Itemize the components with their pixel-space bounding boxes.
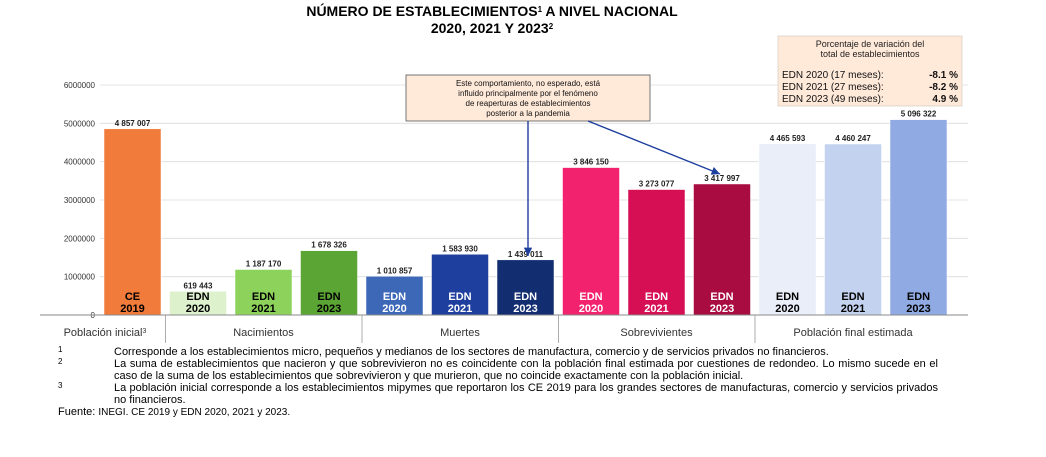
bar-category-label: EDN: [776, 291, 799, 303]
group-label: Nacimientos: [233, 327, 294, 339]
bar-year-label: 2020: [775, 303, 799, 315]
bar-value-label: 3 273 077: [639, 180, 675, 189]
bar-year-label: 2021: [644, 303, 668, 315]
bar-category-label: EDN: [383, 291, 406, 303]
pct-row-label-2021: EDN 2021 (27 meses):: [782, 82, 884, 93]
footnote-mark-3: 3: [58, 381, 63, 390]
footnote-1: 1 Corresponde a los establecimientos mic…: [58, 345, 938, 358]
pct-box-bg: [777, 35, 963, 107]
annotation-line-2: influido principalmente por el fenómeno: [458, 89, 598, 98]
bar: [365, 276, 424, 316]
footnote-text-1: Corresponde a los establecimientos micro…: [114, 346, 829, 358]
y-tick-label: 5000000: [64, 119, 96, 128]
bar-category-label: CE: [125, 291, 140, 303]
group-label: Muertes: [440, 327, 480, 339]
bar-category-label: EDN: [252, 291, 275, 303]
bar-year-label: 2019: [120, 303, 144, 315]
annotation-box: [405, 74, 651, 122]
bar-value-label: 1 439 011: [508, 250, 544, 259]
chart-title-line1: NÚMERO DE ESTABLECIMIENTOS1 A NIVEL NACI…: [306, 2, 678, 19]
bar: [693, 183, 751, 316]
bar-category-label: EDN: [186, 291, 209, 303]
bar-value-label: 4 460 247: [835, 134, 871, 143]
bar-year-label: 2023: [710, 303, 734, 315]
pct-box-title-1: Porcentaje de variación del: [816, 39, 925, 49]
group-label: Sobrevivientes: [620, 327, 693, 339]
bar-value-label: 5 096 322: [901, 110, 937, 119]
bar: [300, 250, 358, 316]
pct-variation-box: Porcentaje de variación del total de est…: [777, 35, 963, 107]
bar: [562, 167, 620, 316]
footnote-text-2: La suma de establecimientos que nacieron…: [114, 358, 938, 382]
bar-year-label: 2020: [579, 303, 603, 315]
pct-row-label-2023: EDN 2023 (49 meses):: [782, 94, 884, 105]
pct-row-value-2023: 4.9 %: [932, 94, 958, 105]
footnotes: 1 Corresponde a los establecimientos mic…: [58, 345, 938, 419]
bar-year-label: 2023: [513, 303, 537, 315]
footnote-mark-1: 1: [58, 345, 63, 354]
bar: [103, 128, 162, 316]
bar-value-label: 4 465 593: [770, 134, 806, 143]
footnote-text-3: La población inicial corresponde a los e…: [114, 382, 938, 406]
bar-category-label: EDN: [514, 291, 537, 303]
bar-year-label: 2020: [382, 303, 406, 315]
bar-value-label: 4 857 007: [115, 119, 151, 128]
pct-row-label-2020: EDN 2020 (17 meses):: [782, 70, 884, 81]
footnote-mark-2: 2: [58, 357, 63, 366]
annotation-callout: Este comportamiento, no esperado, está i…: [405, 74, 721, 256]
bar-category-label: EDN: [579, 291, 602, 303]
bar-value-label: 3 417 997: [704, 174, 740, 183]
pct-row-value-2021: -8.2 %: [929, 82, 958, 93]
bar-year-label: 2020: [186, 303, 210, 315]
pct-box-title-2: total de establecimientos: [820, 49, 920, 59]
y-tick-label: 2000000: [64, 234, 96, 243]
bar: [824, 143, 882, 316]
bar-year-label: 2023: [317, 303, 341, 315]
source-text: INEGI. CE 2019 y EDN 2020, 2021 y 2023.: [98, 407, 291, 418]
footnote-3: 3 La población inicial corresponde a los…: [58, 381, 938, 406]
bar-value-label: 1 010 857: [377, 266, 413, 275]
bar-category-label: EDN: [907, 291, 930, 303]
chart-title-line2: 2020, 2021 Y 20232: [431, 20, 554, 36]
bar-year-label: 2021: [251, 303, 275, 315]
bar-category-label: EDN: [710, 291, 733, 303]
annotation-line-4: posterior a la pandemia: [486, 109, 570, 118]
y-axis-ticks: 0100000020000003000000400000050000006000…: [64, 81, 96, 320]
bar-value-label: 1 678 326: [311, 241, 347, 250]
bar-value-label: 1 187 170: [246, 259, 282, 268]
bar-value-label: 619 443: [184, 281, 213, 290]
bar: [234, 269, 293, 316]
bar-year-label: 2021: [448, 303, 472, 315]
bar-category-label: EDN: [317, 291, 340, 303]
bar-category-label: EDN: [448, 291, 471, 303]
bar-category-label: EDN: [841, 291, 864, 303]
y-tick-label: 1000000: [64, 273, 96, 282]
bar: [889, 119, 948, 316]
bar-value-label: 1 583 930: [442, 244, 478, 253]
y-tick-label: 3000000: [64, 196, 96, 205]
pct-row-value-2020: -8.1 %: [929, 70, 958, 81]
footnote-2: 2 La suma de establecimientos que nacier…: [58, 357, 938, 382]
bar-value-label: 3 846 150: [573, 158, 609, 167]
group-labels: Población inicial3 Nacimientos Muertes Sobr…: [40, 314, 968, 343]
source-label: Fuente:: [58, 406, 99, 418]
annotation-arrow-sobrevivientes: [587, 120, 721, 175]
bar-year-label: 2021: [841, 303, 865, 315]
bar-category-label: EDN: [645, 291, 668, 303]
bar: [496, 259, 555, 316]
y-tick-label: 4000000: [64, 158, 96, 167]
annotation-line-3: de reaperturas de establecimientos: [466, 99, 591, 108]
bar: [431, 254, 489, 316]
source-line: Fuente: INEGI. CE 2019 y EDN 2020, 2021 …: [58, 406, 938, 419]
y-tick-label: 6000000: [64, 81, 96, 90]
group-label: Población inicial3: [64, 327, 147, 339]
annotation-line-1: Este comportamiento, no esperado, está: [456, 79, 601, 88]
group-label: Población final estimada: [793, 327, 913, 339]
bar-year-label: 2023: [906, 303, 930, 315]
bar: [758, 143, 817, 316]
bar: [627, 189, 686, 316]
